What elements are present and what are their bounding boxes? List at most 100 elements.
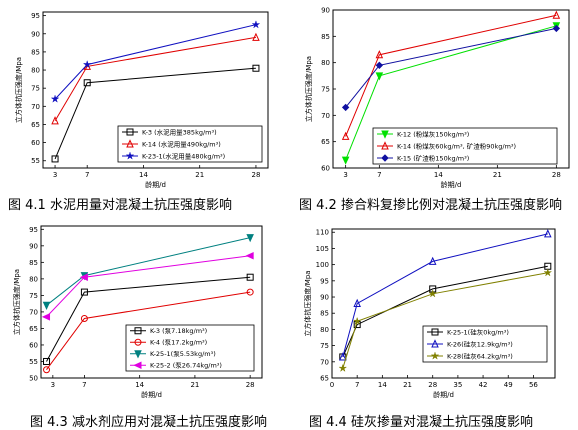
data-point: [80, 315, 88, 323]
data-point: [246, 288, 254, 296]
x-tick-label: 3: [343, 171, 347, 179]
legend-marker: [126, 128, 134, 136]
data-point: [252, 64, 260, 72]
chart-panel-3: 50 55 60 65 70 75 80 85 90 95 3 7 14 21 28 龄期/d 立方体抗压强度/…: [0, 215, 289, 430]
y-tick-label: 85: [29, 259, 38, 267]
y-tick-label: 80: [321, 59, 330, 67]
series-line: [342, 272, 548, 369]
series-2: [341, 10, 561, 140]
legend-marker: [134, 350, 142, 359]
x-tick-label: 21: [190, 381, 199, 389]
y-tick-label: 65: [31, 121, 40, 129]
data-point: [246, 234, 254, 243]
chart-panel-1: 55 60 65 70 75 80 85 90 95 3 7 14 21 28 龄期/d 立方体抗压强度/Mp…: [0, 0, 289, 215]
series-line: [46, 237, 251, 306]
data-point: [338, 363, 348, 373]
data-point: [42, 301, 51, 310]
y-tick-label: 50: [29, 375, 38, 383]
chart-2-caption: 图 4.2 掺合料复掺比例对混凝土抗压强度影响: [299, 198, 562, 213]
chart-1-svg: 55 60 65 70 75 80 85 90 95 3 7 14 21 28 龄期/d 立方体抗压强度/Mp…: [14, 11, 269, 189]
series-line: [342, 265, 548, 358]
chart-panel-4: 65 70 75 80 85 90 95 100 105 110 0 7 14 21 28 35 42 49 56 龄…: [289, 215, 578, 430]
data-point: [83, 79, 91, 87]
x-tick-label: 56: [529, 381, 538, 389]
y-axis-label: 立方体抗压强度/Mpa: [304, 56, 313, 122]
x-axis-label: 龄期/d: [441, 180, 462, 189]
y-tick-label: 80: [29, 275, 38, 283]
series-line: [46, 276, 251, 362]
series-2: [339, 229, 552, 361]
y-tick-label: 95: [29, 226, 38, 234]
legend-label: K-28(硅灰64.2kg/m³): [447, 351, 513, 360]
y-tick-label: 85: [320, 310, 329, 318]
series-line: [54, 36, 256, 122]
data-point: [552, 24, 561, 33]
x-axis-label: 龄期/d: [141, 390, 162, 399]
data-point: [50, 94, 60, 103]
legend-marker: [381, 154, 389, 162]
legend-label: K-14 (粉煤灰60kg/m³, 矿渣粉90kg/m³): [397, 141, 516, 150]
x-tick-label: 3: [53, 171, 57, 179]
chart-1-caption: 图 4.1 水泥用量对混凝土抗压强度影响: [8, 198, 232, 213]
data-point: [552, 10, 561, 19]
y-tick-label: 65: [29, 325, 38, 333]
data-point: [252, 32, 260, 41]
y-tick-label: 75: [31, 85, 40, 93]
series-line: [46, 291, 251, 370]
data-point: [375, 61, 384, 70]
x-tick-label: 0: [330, 381, 334, 389]
x-axis-label: 龄期/d: [145, 180, 166, 189]
y-tick-label: 55: [29, 358, 38, 366]
legend-label: K-14 (水泥用量490kg/m³): [142, 139, 221, 148]
data-point: [428, 256, 437, 265]
series-3: [341, 24, 561, 112]
y-tick-label: 60: [321, 165, 330, 173]
legend-marker: [381, 130, 389, 139]
x-tick-label: 7: [355, 381, 359, 389]
data-point: [43, 366, 51, 374]
legend-box: [125, 324, 255, 372]
legend-label: K-25-1(硅灰0kg/m³): [447, 327, 509, 336]
legend-marker: [430, 351, 440, 360]
x-tick-label: 49: [504, 381, 513, 389]
chart-4-svg: 65 70 75 80 85 90 95 100 105 110 0 7 14 21 28 35 42 49 56 龄…: [303, 228, 556, 399]
series-line: [345, 27, 557, 108]
data-point: [339, 352, 347, 361]
x-tick-label: 28: [251, 171, 260, 179]
x-tick-label: 28: [428, 381, 437, 389]
x-tick-label: 7: [377, 171, 381, 179]
data-point: [82, 59, 92, 69]
data-point: [543, 268, 553, 277]
legend: K-3 (泵7.18kg/m³) K-4 (泵17.2kg/m³) K-25-1(泵…: [125, 324, 255, 372]
data-point: [352, 316, 362, 326]
series-3: [50, 20, 261, 103]
legend-box: [422, 325, 548, 363]
y-tick-label: 95: [320, 277, 329, 285]
x-axis-label: 龄期/d: [433, 390, 454, 399]
y-tick-label: 60: [29, 341, 38, 349]
data-point: [41, 313, 51, 321]
y-tick-label: 65: [321, 138, 330, 146]
x-tick-label: 21: [493, 171, 502, 179]
x-tick-label: 14: [139, 171, 148, 179]
series-3: [42, 234, 254, 310]
legend-marker: [381, 141, 389, 150]
y-tick-label: 65: [320, 375, 329, 383]
legend-label: K-25-2 (泵26.74kg/m³): [150, 362, 222, 370]
series-4: [41, 251, 254, 321]
legend: K-3 (水泥用量385kg/m³) K-14 (水泥用量490kg/m³) K-2…: [117, 125, 263, 163]
data-point: [43, 357, 51, 365]
y-tick-label: 95: [31, 12, 40, 20]
series-line: [54, 67, 256, 160]
series-2: [51, 32, 260, 125]
legend: K-25-1(硅灰0kg/m³) K-26(硅灰12.9kg/m³) K-28(硅灰…: [422, 325, 548, 363]
data-point: [341, 156, 350, 165]
legend-label: K-3 (水泥用量385kg/m³): [142, 127, 217, 136]
y-tick-label: 90: [29, 242, 38, 250]
series-2: [43, 288, 254, 374]
x-tick-label: 14: [434, 171, 443, 179]
legend-label: K-26(硅灰12.9kg/m³): [447, 339, 513, 348]
x-tick-label: 28: [246, 381, 255, 389]
data-point: [51, 155, 59, 163]
x-tick-label: 21: [195, 171, 204, 179]
